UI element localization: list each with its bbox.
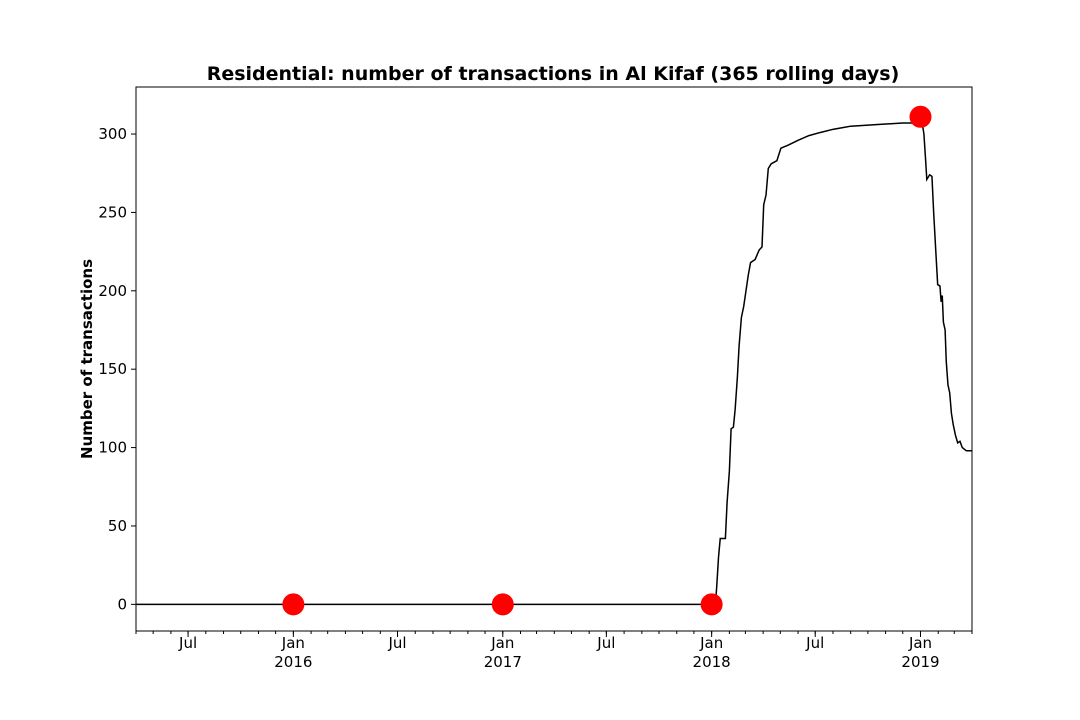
y-tick-label: 300: [98, 125, 127, 143]
y-tick-label: 200: [98, 282, 127, 300]
x-tick-label: Jan: [490, 634, 514, 652]
series-layer: [136, 118, 972, 606]
y-tick-label: 100: [98, 439, 127, 457]
x-tick-label: Jan: [281, 634, 305, 652]
plot-frame: [135, 86, 973, 632]
x-tick-year-label: 2018: [693, 653, 731, 671]
x-tick-label: Jul: [805, 634, 824, 652]
highlight-marker: [909, 105, 932, 128]
y-tick-label: 150: [98, 360, 127, 378]
y-axis-label: Number of transactions: [78, 259, 96, 459]
y-axis-ticks: 0 50 100 150 200 250 300: [98, 125, 136, 613]
x-tick-label: Jul: [178, 634, 197, 652]
y-tick-label: 0: [117, 595, 127, 613]
x-tick-year-label: 2019: [901, 653, 939, 671]
y-tick-label: 50: [108, 517, 127, 535]
series-line: [136, 118, 972, 606]
chart-title: Residential: number of transactions in A…: [207, 63, 900, 85]
highlight-marker: [700, 593, 723, 616]
x-tick-year-label: 2017: [484, 653, 522, 671]
highlight-marker: [282, 593, 305, 616]
x-tick-label: Jan: [908, 634, 932, 652]
x-tick-label: Jul: [596, 634, 615, 652]
x-tick-year-label: 2016: [274, 653, 312, 671]
marker-layer: [282, 105, 932, 616]
highlight-marker: [491, 593, 514, 616]
x-tick-label: Jan: [699, 634, 723, 652]
y-tick-label: 250: [98, 203, 127, 221]
x-tick-label: Jul: [387, 634, 406, 652]
